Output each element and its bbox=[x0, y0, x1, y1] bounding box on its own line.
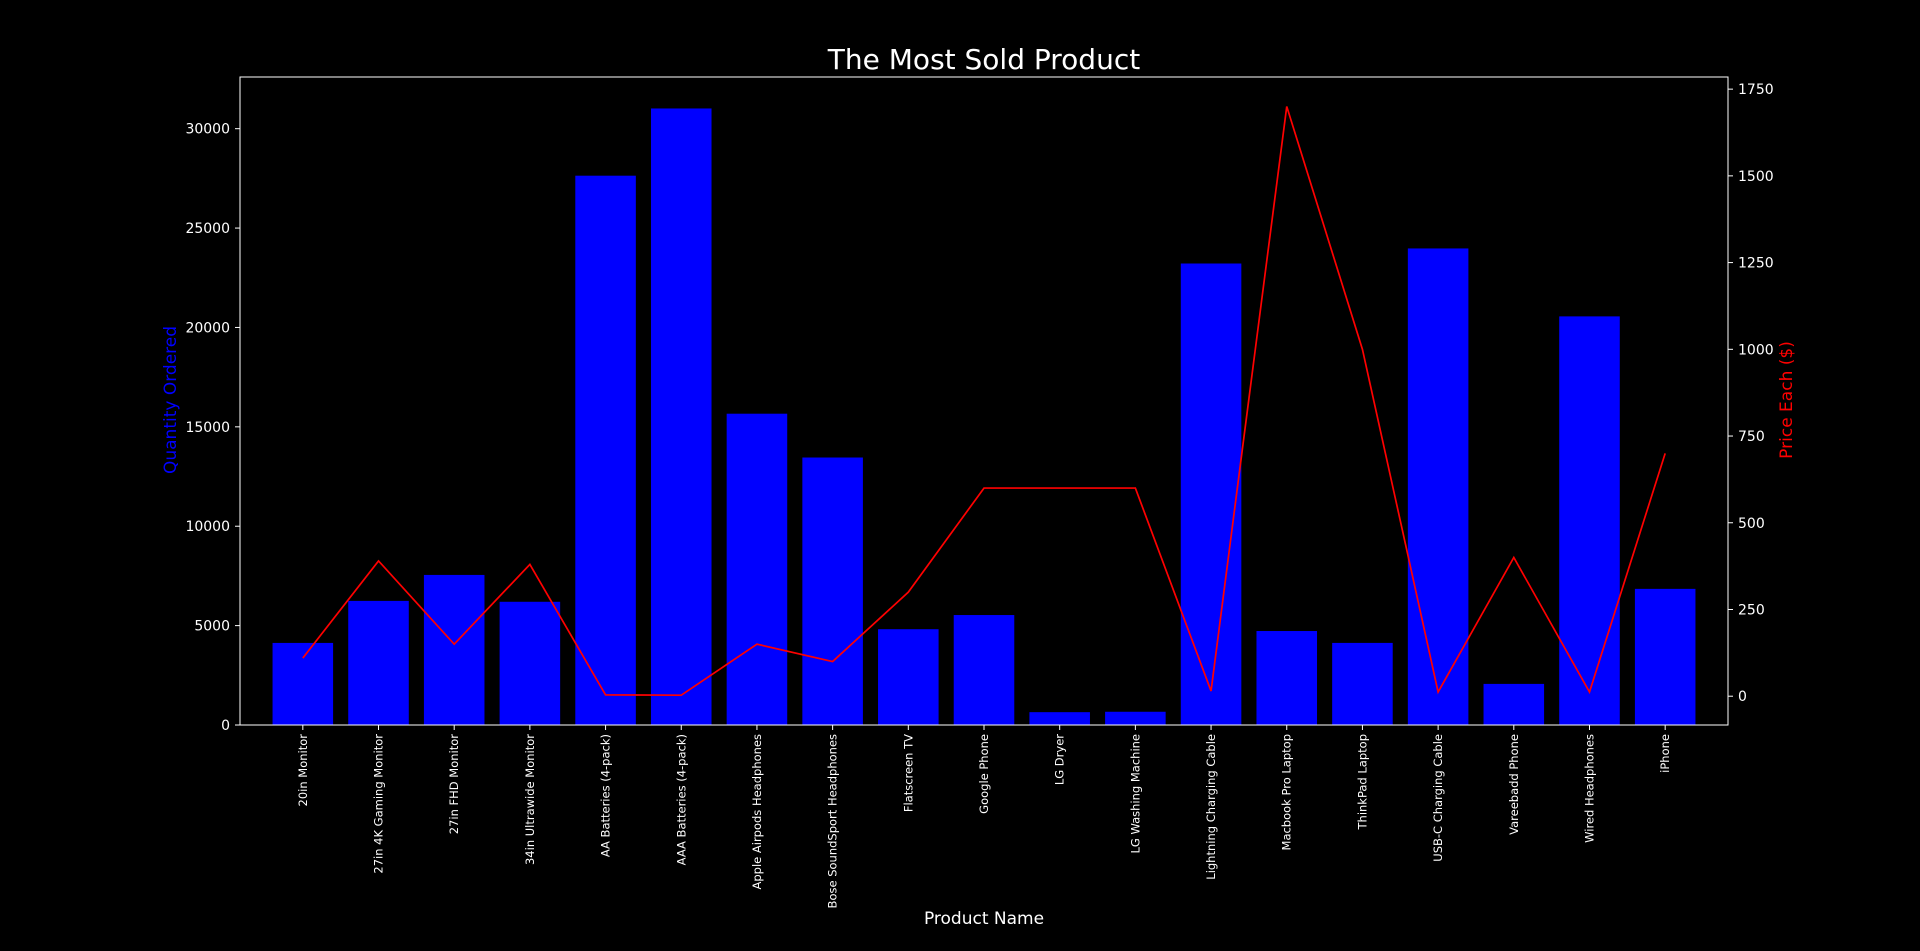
x-tick-label: AAA Batteries (4-pack) bbox=[674, 734, 688, 865]
y-tick-label: 10000 bbox=[185, 519, 230, 535]
bar-18 bbox=[1559, 316, 1620, 725]
bar-1 bbox=[272, 642, 334, 725]
y2-tick-label: 1000 bbox=[1738, 342, 1774, 358]
bar-8 bbox=[802, 457, 863, 725]
y-tick-label: 0 bbox=[221, 718, 230, 734]
x-tick-label: ThinkPad Laptop bbox=[1355, 734, 1369, 830]
y2-tick-label: 500 bbox=[1738, 516, 1765, 532]
y-tick-label: 20000 bbox=[185, 320, 230, 336]
bar-19 bbox=[1634, 588, 1696, 725]
x-tick-label: Apple Airpods Headphones bbox=[750, 734, 764, 890]
x-tick-label: LG Dryer bbox=[1053, 734, 1067, 785]
x-tick-label: Flatscreen TV bbox=[901, 734, 915, 812]
y2-tick-label: 1750 bbox=[1738, 82, 1774, 98]
bar-4 bbox=[499, 601, 561, 725]
x-tick-label: 27in 4K Gaming Monitor bbox=[372, 734, 386, 874]
x-tick-label: Bose SoundSport Headphones bbox=[826, 734, 840, 908]
ticks-layer: 0 5000 10000 15000 20000 25000 30000 0 250 500 750… bbox=[185, 82, 1773, 908]
bar-2 bbox=[348, 600, 409, 725]
bar-14 bbox=[1256, 631, 1318, 725]
bar-3 bbox=[423, 574, 485, 725]
x-tick-label: Google Phone bbox=[977, 734, 991, 814]
bar-9 bbox=[878, 629, 939, 725]
x-tick-label: 27in FHD Monitor bbox=[447, 734, 461, 835]
bars-layer bbox=[272, 108, 1696, 726]
x-tick-label: USB-C Charging Cable bbox=[1431, 734, 1445, 862]
line-layer bbox=[302, 106, 1666, 697]
y2-tick-label: 0 bbox=[1738, 689, 1747, 705]
bar-11 bbox=[1029, 712, 1090, 725]
y2-tick-label: 1250 bbox=[1738, 256, 1774, 272]
x-tick-label: 20in Monitor bbox=[296, 734, 310, 807]
bar-5 bbox=[575, 175, 636, 725]
y-tick-label: 30000 bbox=[185, 122, 230, 138]
x-tick-label: Wired Headphones bbox=[1582, 734, 1596, 843]
y2-tick-label: 1500 bbox=[1738, 169, 1774, 185]
x-tick-label: LG Washing Machine bbox=[1128, 734, 1142, 854]
bar-15 bbox=[1332, 642, 1393, 725]
bar-13 bbox=[1180, 263, 1242, 725]
y2-axis-label: Price Each ($) bbox=[1777, 341, 1797, 459]
bar-7 bbox=[726, 413, 788, 725]
y2-tick-label: 250 bbox=[1738, 602, 1765, 618]
x-tick-label: iPhone bbox=[1658, 734, 1672, 773]
y-axis-label: Quantity Ordered bbox=[161, 326, 181, 474]
y2-tick-label: 750 bbox=[1738, 429, 1765, 445]
bar-6 bbox=[650, 108, 712, 726]
chart-title: The Most Sold Product bbox=[827, 43, 1140, 76]
x-tick-label: Macbook Pro Laptop bbox=[1280, 734, 1294, 850]
y-tick-label: 15000 bbox=[185, 420, 230, 436]
x-tick-label: AA Batteries (4-pack) bbox=[599, 734, 613, 857]
bar-10 bbox=[953, 615, 1015, 725]
bar-17 bbox=[1483, 683, 1545, 725]
x-tick-label: Vareebadd Phone bbox=[1507, 734, 1521, 835]
x-tick-label: 34in Ultrawide Monitor bbox=[523, 734, 537, 865]
x-axis-label: Product Name bbox=[924, 909, 1044, 929]
bar-16 bbox=[1407, 248, 1469, 725]
bar-12 bbox=[1105, 711, 1166, 725]
x-tick-label: Lightning Charging Cable bbox=[1204, 734, 1218, 880]
y-tick-label: 25000 bbox=[185, 221, 230, 237]
y-tick-label: 5000 bbox=[194, 619, 230, 635]
